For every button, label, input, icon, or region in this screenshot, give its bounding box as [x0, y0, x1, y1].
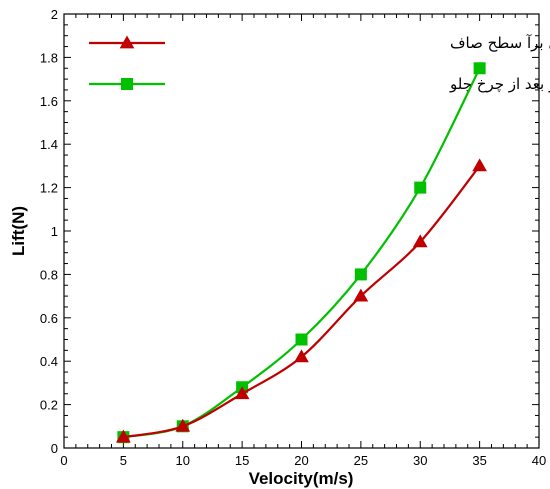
- data-point: [175, 418, 191, 432]
- legend-item: نیروی برآ سطح زبر بعد از چرخ جلو: [89, 75, 550, 93]
- data-point: [353, 288, 369, 302]
- y-tick-label: 1.6: [40, 94, 58, 109]
- series-layer: [116, 62, 487, 444]
- legend-marker: [121, 78, 133, 90]
- data-point: [414, 181, 427, 194]
- data-point: [354, 268, 367, 281]
- x-tick-label: 0: [60, 453, 67, 468]
- x-tick-label: 5: [120, 453, 127, 468]
- legend: نیروی برآ سطح صاف نیروی برآ سطح زبر بعد ا…: [89, 34, 550, 93]
- legend-item: نیروی برآ سطح صاف: [89, 34, 550, 52]
- x-tick-label: 25: [354, 453, 368, 468]
- y-tick-label: 0.6: [40, 311, 58, 326]
- legend-label: نیروی برآ سطح زبر بعد از چرخ جلو: [449, 75, 550, 93]
- y-tick-label: 1.2: [40, 181, 58, 196]
- data-point: [472, 158, 487, 172]
- x-tick-label: 30: [413, 453, 427, 468]
- data-point: [473, 62, 486, 75]
- tick-labels: 0 5 10 15 20 25 30 35 40 0 0.2 0.4 0.6 0.8 1 1.2 1.4 1.6 1…: [40, 7, 546, 468]
- x-axis-title: Velocity(m/s): [249, 469, 354, 488]
- x-tick-label: 10: [176, 453, 190, 468]
- data-point: [116, 429, 131, 443]
- y-tick-label: 0.8: [40, 267, 58, 282]
- axis-ticks: [63, 13, 540, 449]
- plot-area: [63, 13, 540, 449]
- x-tick-label: 15: [235, 453, 249, 468]
- x-tick-label: 20: [294, 453, 308, 468]
- y-tick-label: 0: [51, 441, 58, 456]
- y-tick-label: 1: [51, 224, 58, 239]
- y-tick-label: 0.2: [40, 398, 58, 413]
- data-point: [412, 234, 428, 248]
- y-axis-title: Lift(N): [9, 206, 28, 256]
- data-point: [234, 386, 250, 400]
- x-tick-label: 40: [532, 453, 546, 468]
- y-tick-label: 2: [51, 7, 58, 22]
- y-tick-label: 1.4: [40, 137, 58, 152]
- data-point: [294, 349, 309, 363]
- legend-label: نیروی برآ سطح صاف: [450, 34, 550, 52]
- y-tick-label: 1.8: [40, 50, 58, 65]
- x-tick-label: 35: [472, 453, 486, 468]
- y-tick-label: 0.4: [40, 354, 58, 369]
- data-point: [295, 333, 308, 346]
- legend-marker: [119, 35, 135, 49]
- series-triangle: [116, 158, 487, 443]
